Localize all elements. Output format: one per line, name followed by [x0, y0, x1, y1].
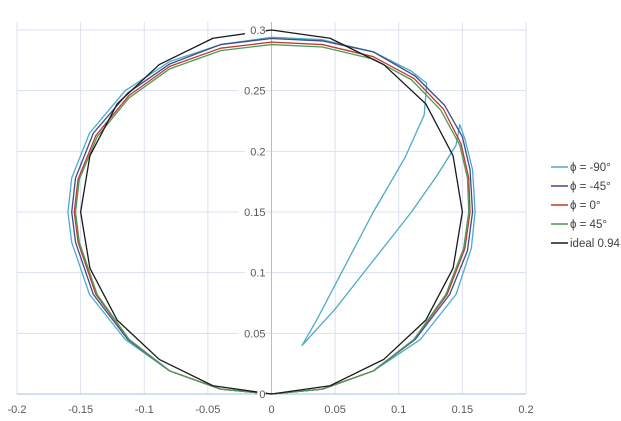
- y-tick-label-bg: [257, 388, 266, 401]
- axes: [17, 22, 526, 395]
- y-tick-label: 0.3: [250, 25, 265, 37]
- legend-label: ϕ = 0°: [570, 200, 601, 212]
- tick-labels: -0.2 -0.15 -0.1 -0.05 0 0.05 0.1 0.15 0.2 0 0.05 0.…: [8, 24, 534, 416]
- x-tick-label: -0.2: [8, 404, 27, 416]
- y-tick-label-bg: [238, 327, 266, 341]
- x-tick-label: 0: [268, 404, 274, 416]
- x-tick-label: -0.1: [135, 404, 154, 416]
- series-line-3: [74, 43, 470, 395]
- legend: ϕ = -90° ϕ = -45° ϕ = 0° ϕ = 45° ideal 0.94: [551, 162, 620, 250]
- x-tick-label: -0.15: [68, 404, 93, 416]
- y-tick-label-bg: [244, 266, 266, 280]
- legend-label: ϕ = -45°: [570, 181, 611, 193]
- y-tick-label-bg: [244, 24, 266, 37]
- y-tick-label: 0.25: [244, 86, 265, 98]
- y-tick-label: 0.15: [244, 207, 265, 219]
- y-tick-label-bg: [238, 84, 266, 98]
- x-tick-label: 0.1: [391, 404, 406, 416]
- y-tick-label: 0.2: [250, 146, 265, 158]
- legend-label: ϕ = 45°: [570, 219, 607, 231]
- y-tick-label: 0: [259, 389, 265, 401]
- x-tick-label: 0.15: [452, 404, 473, 416]
- y-tick-label: 0.05: [244, 328, 265, 340]
- series-line-0: [67, 36, 476, 395]
- x-tick-label: -0.05: [195, 404, 220, 416]
- series-line-1: [71, 37, 474, 395]
- y-tick-label: 0.1: [250, 268, 265, 280]
- legend-label: ideal 0.94: [570, 238, 620, 250]
- x-tick-label: 0.05: [324, 404, 345, 416]
- y-tick-label-bg: [244, 145, 266, 159]
- series-line-2: [73, 41, 471, 395]
- series-lines: [67, 29, 476, 395]
- legend-label: ϕ = -90°: [570, 162, 611, 174]
- y-tick-label-bg: [238, 206, 266, 219]
- series-line-4: [79, 29, 464, 395]
- x-tick-label: 0.2: [518, 404, 533, 416]
